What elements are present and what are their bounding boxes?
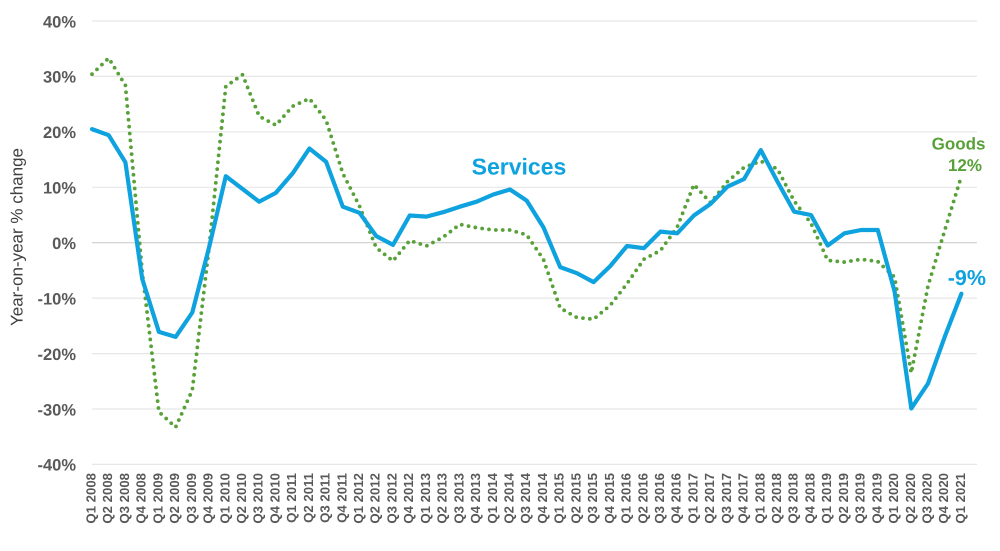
svg-text:Q3 2012: Q3 2012 [384, 473, 399, 524]
svg-text:Q2 2013: Q2 2013 [435, 473, 450, 524]
svg-text:0%: 0% [52, 235, 76, 253]
svg-text:Q3 2010: Q3 2010 [251, 473, 266, 524]
svg-text:30%: 30% [43, 69, 76, 87]
svg-text:Services: Services [472, 154, 567, 180]
svg-text:Q2 2014: Q2 2014 [501, 472, 516, 523]
svg-text:Q1 2021: Q1 2021 [953, 473, 968, 524]
svg-text:-30%: -30% [37, 401, 76, 419]
svg-text:Q4 2010: Q4 2010 [267, 473, 282, 524]
svg-text:Q2 2015: Q2 2015 [568, 473, 583, 524]
svg-text:Q4 2013: Q4 2013 [468, 473, 483, 524]
svg-text:Q1 2020: Q1 2020 [886, 473, 901, 524]
svg-text:Q3 2017: Q3 2017 [719, 473, 734, 524]
svg-text:Q4 2011: Q4 2011 [334, 473, 349, 523]
svg-text:Q3 2016: Q3 2016 [652, 473, 667, 524]
svg-text:Q1 2011: Q1 2011 [284, 473, 299, 523]
svg-text:Q1 2013: Q1 2013 [418, 473, 433, 524]
svg-text:Q2 2010: Q2 2010 [234, 473, 249, 524]
svg-text:Q4 2019: Q4 2019 [869, 473, 884, 524]
svg-text:12%: 12% [948, 156, 982, 175]
svg-text:Q1 2017: Q1 2017 [685, 473, 700, 524]
svg-text:Q2 2011: Q2 2011 [301, 473, 316, 523]
svg-text:Q1 2016: Q1 2016 [618, 473, 633, 524]
svg-text:20%: 20% [43, 124, 76, 142]
svg-text:Q2 2012: Q2 2012 [368, 473, 383, 524]
svg-text:Q1 2019: Q1 2019 [819, 473, 834, 524]
svg-text:-40%: -40% [37, 457, 76, 475]
svg-text:Q3 2015: Q3 2015 [585, 473, 600, 524]
svg-text:Goods: Goods [932, 135, 986, 154]
svg-text:10%: 10% [43, 180, 76, 198]
svg-text:Q1 2015: Q1 2015 [552, 473, 567, 524]
svg-text:-9%: -9% [948, 266, 986, 290]
svg-text:Q1 2008: Q1 2008 [83, 473, 98, 524]
svg-text:Q4 2008: Q4 2008 [134, 473, 149, 524]
svg-text:Q2 2016: Q2 2016 [635, 473, 650, 524]
svg-text:Q3 2008: Q3 2008 [117, 473, 132, 524]
svg-text:Q3 2013: Q3 2013 [451, 473, 466, 524]
svg-text:Q1 2010: Q1 2010 [217, 473, 232, 524]
svg-text:Q4 2014: Q4 2014 [535, 472, 550, 523]
svg-text:Q2 2008: Q2 2008 [100, 473, 115, 524]
svg-text:Q3 2019: Q3 2019 [853, 473, 868, 524]
svg-text:Q4 2018: Q4 2018 [802, 473, 817, 524]
svg-text:-20%: -20% [37, 346, 76, 364]
svg-text:Q2 2019: Q2 2019 [836, 473, 851, 524]
svg-text:Q1 2009: Q1 2009 [150, 473, 165, 524]
svg-text:Q2 2020: Q2 2020 [903, 473, 918, 524]
svg-text:Q3 2009: Q3 2009 [184, 473, 199, 524]
svg-text:Q3 2018: Q3 2018 [786, 473, 801, 524]
svg-text:Q4 2020: Q4 2020 [936, 473, 951, 524]
svg-text:Q3 2011: Q3 2011 [318, 473, 333, 523]
svg-text:Q2 2017: Q2 2017 [702, 473, 717, 524]
svg-text:Q1 2018: Q1 2018 [752, 473, 767, 524]
svg-text:Q2 2018: Q2 2018 [769, 473, 784, 524]
svg-text:Q3 2020: Q3 2020 [919, 473, 934, 524]
svg-text:40%: 40% [43, 13, 76, 31]
svg-text:Q4 2009: Q4 2009 [200, 473, 215, 524]
svg-text:Q3 2014: Q3 2014 [518, 472, 533, 523]
svg-text:Q4 2015: Q4 2015 [602, 473, 617, 524]
svg-text:Q2 2009: Q2 2009 [167, 473, 182, 524]
svg-text:Q4 2012: Q4 2012 [401, 473, 416, 524]
svg-text:-10%: -10% [37, 290, 76, 308]
svg-text:Q1 2014: Q1 2014 [485, 472, 500, 523]
svg-text:Year-on-year % change: Year-on-year % change [8, 148, 27, 326]
svg-text:Q1 2012: Q1 2012 [351, 473, 366, 524]
svg-text:Q4 2016: Q4 2016 [669, 473, 684, 524]
svg-text:Q4 2017: Q4 2017 [736, 473, 751, 524]
